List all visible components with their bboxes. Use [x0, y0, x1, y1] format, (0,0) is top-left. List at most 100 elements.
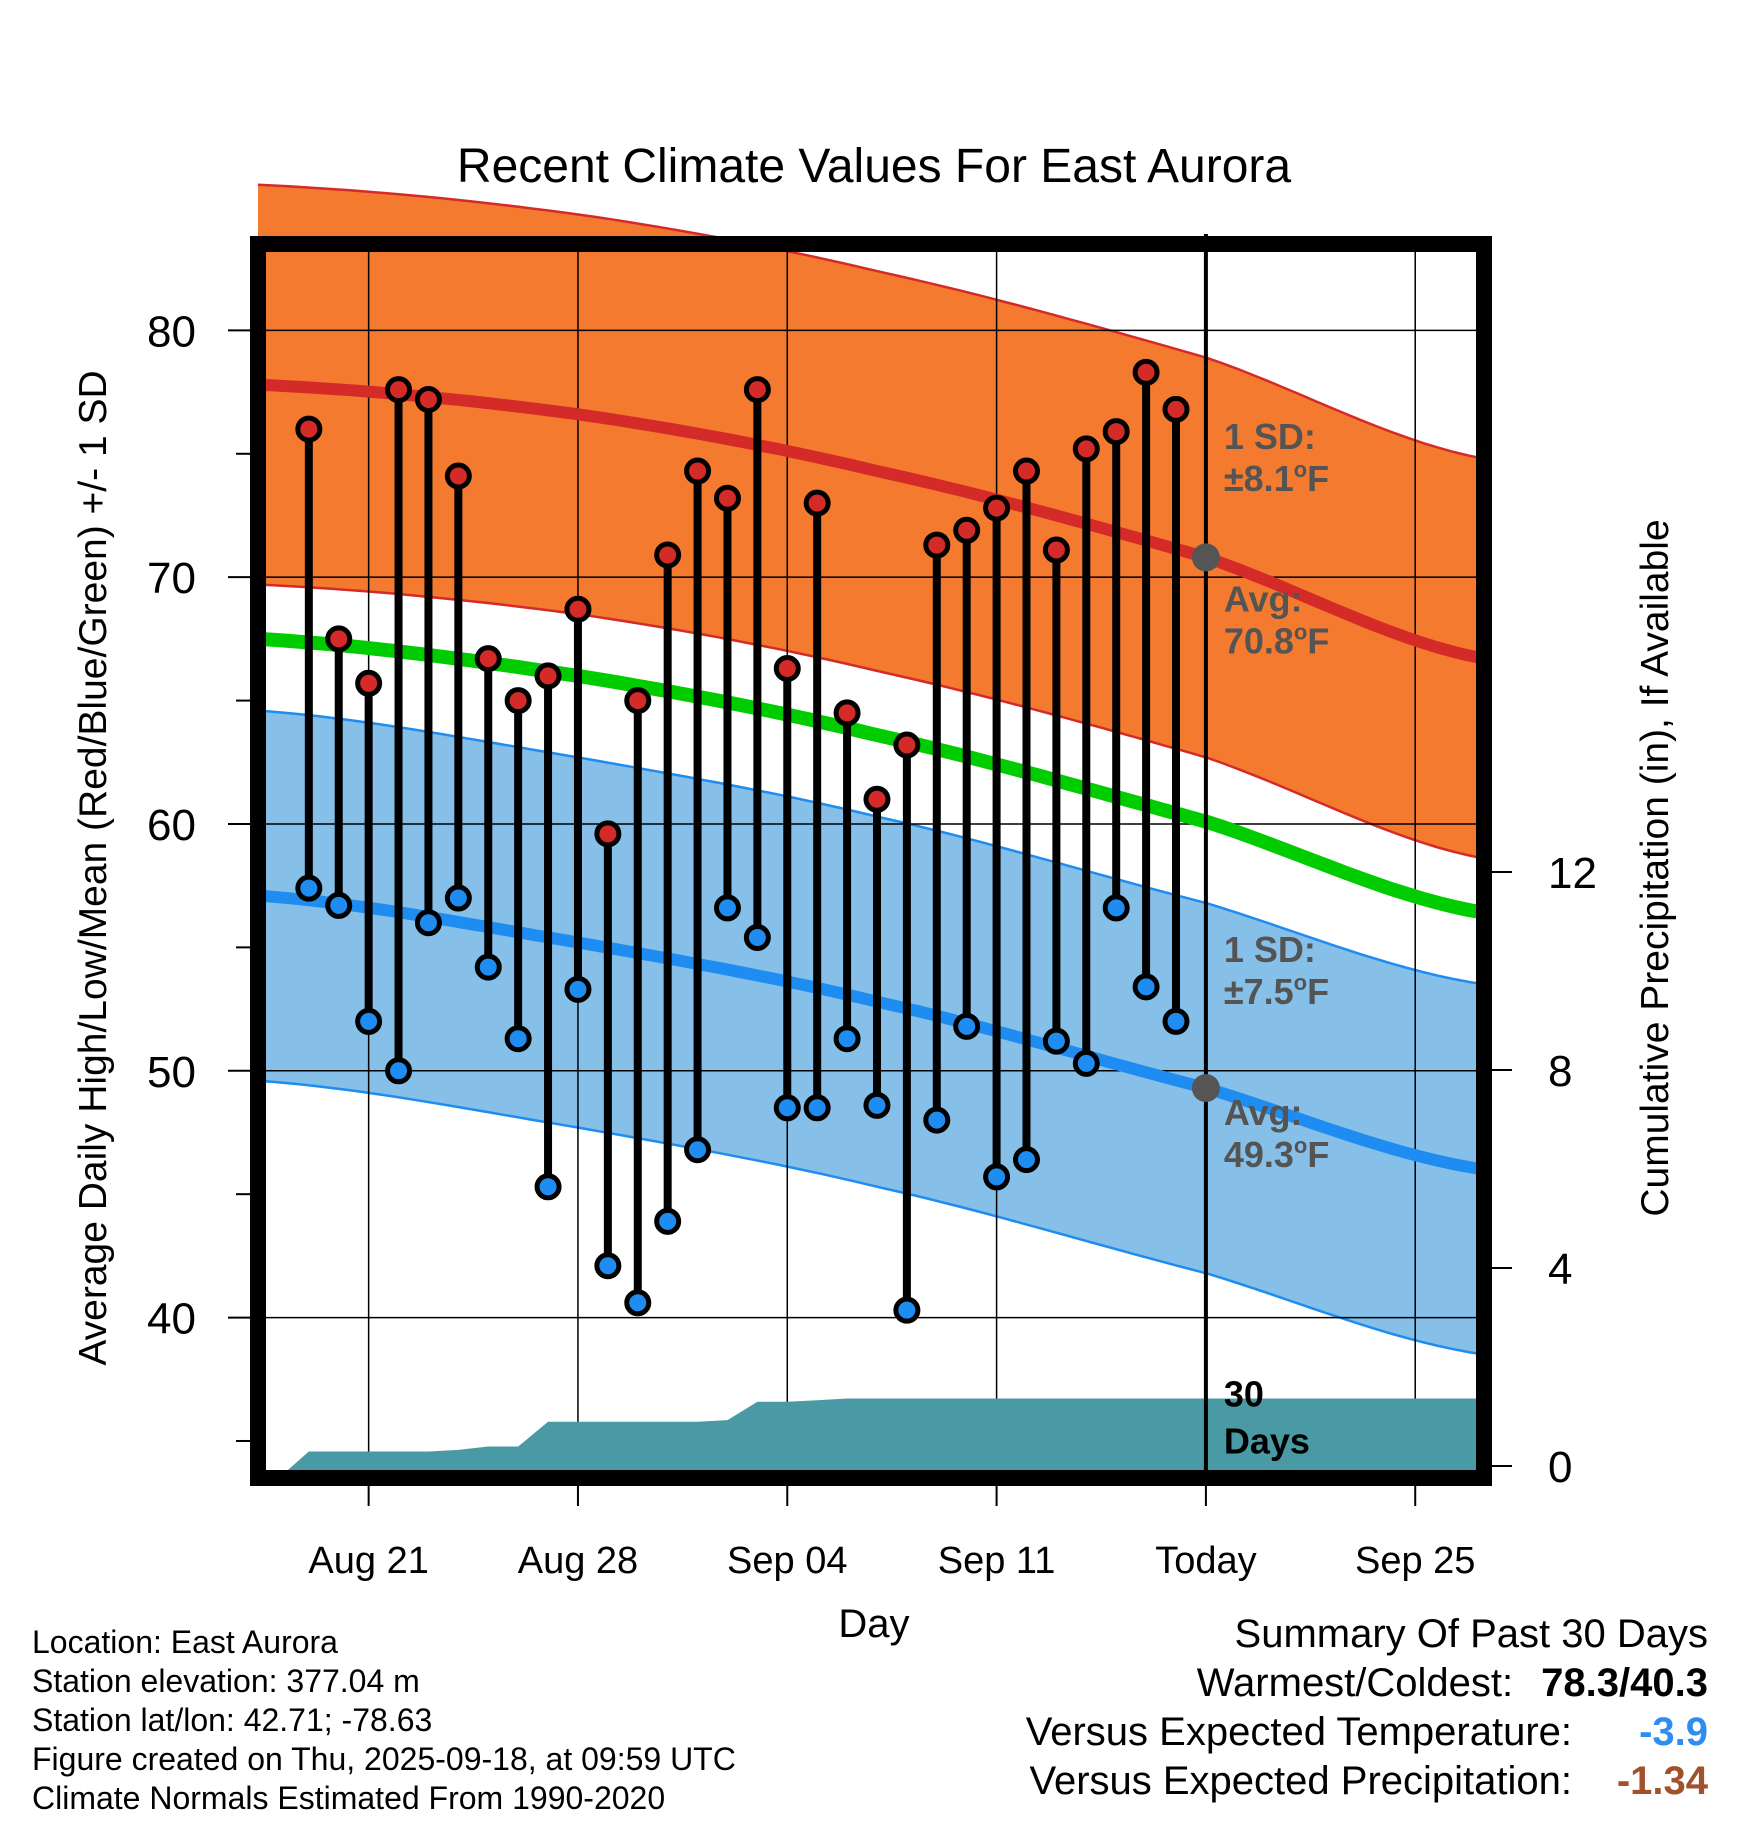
daily-high-point — [1072, 435, 1100, 463]
x-tick-label: Today — [1155, 1540, 1256, 1582]
warmest-coldest-label: Warmest/Coldest: — [1196, 1661, 1514, 1705]
daily-high-point — [444, 462, 472, 490]
precip-days-label-line1: 30 — [1224, 1373, 1264, 1414]
y-tick-label: 70 — [147, 554, 196, 603]
created-text: Figure created on Thu, 2025-09-18, at 09… — [32, 1741, 736, 1777]
y-axis-label: Average Daily High/Low/Mean (Red/Blue/Gr… — [72, 370, 115, 1365]
today-high-avg-marker — [1191, 543, 1220, 572]
y2-tick-label: 0 — [1548, 1443, 1572, 1492]
x-tick-label: Aug 21 — [308, 1540, 428, 1582]
station-info: Location: East Aurora Station elevation:… — [32, 1623, 736, 1818]
daily-low-point — [654, 1207, 682, 1235]
daily-low-point — [534, 1173, 562, 1201]
summary-warmest-coldest: Warmest/Coldest: 78.3/40.3 — [1026, 1659, 1708, 1708]
low-sd-annotation-line2: ±7.5oF — [1224, 970, 1329, 1012]
daily-high-point — [594, 820, 622, 848]
daily-low-point — [325, 891, 353, 919]
high-sd-annotation-value: ±8.1 — [1224, 458, 1294, 499]
location-text: Location: East Aurora — [32, 1624, 338, 1660]
daily-high-point — [1132, 358, 1160, 386]
warmest-coldest-value: 78.3/40.3 — [1541, 1659, 1708, 1708]
low-avg-annotation-unit: F — [1307, 1134, 1329, 1175]
daily-low-point — [773, 1094, 801, 1122]
high-sd-annotation-line2: ±8.1oF — [1224, 457, 1329, 499]
temp-value: -3.9 — [1639, 1710, 1708, 1754]
normal-high-band-upper-edge — [257, 183, 1485, 460]
precip-label: Versus Expected Precipitation: — [1029, 1759, 1572, 1803]
daily-low-point — [355, 1007, 383, 1035]
y-tick-label: 80 — [147, 307, 196, 356]
daily-low-point — [893, 1296, 921, 1324]
daily-low-point — [474, 953, 502, 981]
normal-high-line — [257, 378, 1486, 665]
x-tick-label: Aug 28 — [518, 1540, 638, 1582]
temp-label: Versus Expected Temperature: — [1025, 1710, 1572, 1754]
daily-high-point — [953, 516, 981, 544]
daily-low-point — [594, 1252, 622, 1280]
daily-low-point — [1042, 1027, 1070, 1055]
low-sd-annotation-value: ±7.5 — [1224, 971, 1294, 1012]
precip-days-label-line2: Days — [1224, 1420, 1310, 1461]
low-avg-annotation-line2: 49.3oF — [1224, 1133, 1330, 1175]
daily-high-point — [1162, 395, 1190, 423]
daily-low-point — [863, 1091, 891, 1119]
daily-low-point — [1162, 1007, 1190, 1035]
daily-high-point — [803, 489, 831, 517]
daily-low-point — [1072, 1049, 1100, 1077]
daily-high-point — [983, 494, 1011, 522]
daily-high-point — [773, 654, 801, 682]
low-avg-annotation-line1: Avg: — [1224, 1092, 1303, 1133]
y-tick-label: 60 — [147, 801, 196, 850]
chart-title: Recent Climate Values For East Aurora — [457, 140, 1291, 193]
summary-title: Summary Of Past 30 Days — [1234, 1612, 1708, 1656]
warmest-value: 78.3 — [1541, 1661, 1620, 1705]
daily-low-point — [1102, 894, 1130, 922]
daily-low-point — [624, 1289, 652, 1317]
warmest-coldest-separator: / — [1619, 1661, 1631, 1705]
high-sd-annotation-line1: 1 SD: — [1224, 416, 1316, 457]
daily-low-point — [564, 975, 592, 1003]
high-sd-annotation-unit: F — [1307, 458, 1329, 499]
daily-low-point — [444, 884, 472, 912]
coldest-value: 40.3 — [1630, 1661, 1708, 1705]
daily-high-point — [534, 662, 562, 690]
daily-low-point — [295, 874, 323, 902]
normal-low-line — [257, 889, 1485, 1176]
daily-high-point — [713, 484, 741, 512]
daily-high-point — [1042, 536, 1070, 564]
daily-high-point — [833, 699, 861, 727]
y2-axis-label: Cumulative Precipitation (in), If Availa… — [1634, 519, 1677, 1216]
daily-high-point — [564, 595, 592, 623]
high-avg-annotation-line1: Avg: — [1224, 579, 1303, 620]
daily-high-point — [295, 415, 323, 443]
daily-high-point — [355, 669, 383, 697]
summary-precip: Versus Expected Precipitation: -1.34 — [1026, 1757, 1708, 1806]
daily-high-point — [504, 687, 532, 715]
daily-low-point — [504, 1025, 532, 1053]
x-axis-label: Day — [838, 1602, 909, 1646]
today-low-avg-marker — [1191, 1074, 1220, 1103]
plot-frame — [250, 236, 1492, 1486]
low-avg-annotation-degree: o — [1294, 1133, 1307, 1158]
y-tick-label: 50 — [147, 1048, 196, 1097]
high-sd-annotation-degree: o — [1294, 457, 1307, 482]
normal-low-band — [258, 710, 1484, 1355]
daily-high-point — [385, 376, 413, 404]
precip-value: -1.34 — [1616, 1759, 1708, 1803]
x-tick-label: Sep 04 — [727, 1540, 847, 1582]
daily-high-point — [923, 531, 951, 559]
daily-low-point — [923, 1106, 951, 1134]
daily-high-point — [474, 645, 502, 673]
daily-low-point — [713, 894, 741, 922]
x-tick-label: Sep 25 — [1355, 1540, 1475, 1582]
daily-high-point — [684, 457, 712, 485]
high-avg-annotation-unit: F — [1307, 621, 1329, 662]
high-avg-annotation-line2: 70.8oF — [1224, 620, 1330, 662]
daily-high-point — [325, 625, 353, 653]
summary-temp: Versus Expected Temperature: -3.9 — [1026, 1708, 1708, 1757]
normals-text: Climate Normals Estimated From 1990-2020 — [32, 1780, 666, 1816]
daily-low-point — [414, 909, 442, 937]
precip-area — [278, 1398, 1484, 1478]
